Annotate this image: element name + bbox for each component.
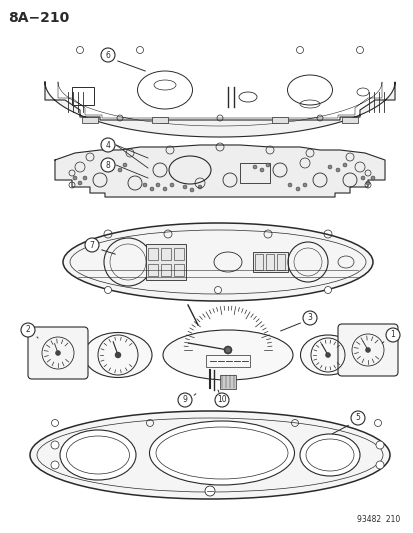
Text: 5: 5 bbox=[355, 414, 360, 423]
Polygon shape bbox=[55, 145, 384, 197]
Polygon shape bbox=[45, 82, 394, 137]
Text: 93482  210: 93482 210 bbox=[356, 515, 399, 524]
Text: 8: 8 bbox=[105, 160, 110, 169]
Bar bbox=[146, 244, 185, 280]
Circle shape bbox=[73, 176, 77, 180]
Circle shape bbox=[365, 181, 369, 185]
Text: 1: 1 bbox=[390, 330, 394, 340]
Ellipse shape bbox=[60, 430, 136, 480]
Circle shape bbox=[324, 287, 331, 294]
Bar bbox=[266, 254, 273, 270]
Ellipse shape bbox=[84, 333, 152, 377]
Text: 2: 2 bbox=[26, 326, 30, 335]
Circle shape bbox=[197, 185, 202, 189]
Circle shape bbox=[223, 346, 231, 354]
Circle shape bbox=[266, 163, 269, 167]
Circle shape bbox=[51, 441, 59, 449]
Text: 9: 9 bbox=[182, 395, 187, 405]
Ellipse shape bbox=[30, 411, 389, 499]
Bar bbox=[147, 248, 158, 260]
Circle shape bbox=[295, 187, 299, 191]
FancyBboxPatch shape bbox=[28, 327, 88, 379]
Circle shape bbox=[150, 187, 154, 191]
Ellipse shape bbox=[300, 335, 355, 375]
Bar bbox=[254, 254, 262, 270]
Ellipse shape bbox=[163, 330, 292, 380]
Circle shape bbox=[385, 328, 399, 342]
Circle shape bbox=[214, 393, 228, 407]
Circle shape bbox=[85, 238, 99, 252]
Bar bbox=[341, 117, 357, 123]
Bar bbox=[161, 248, 171, 260]
Circle shape bbox=[163, 187, 166, 191]
Bar bbox=[271, 117, 287, 123]
Text: 8A−210: 8A−210 bbox=[8, 11, 69, 25]
Ellipse shape bbox=[149, 421, 294, 485]
Circle shape bbox=[78, 181, 82, 185]
Circle shape bbox=[118, 168, 122, 172]
Text: 10: 10 bbox=[217, 395, 226, 405]
Circle shape bbox=[350, 411, 364, 425]
Circle shape bbox=[101, 48, 115, 62]
Circle shape bbox=[55, 351, 60, 356]
Circle shape bbox=[370, 176, 374, 180]
Circle shape bbox=[302, 311, 316, 325]
Circle shape bbox=[325, 352, 330, 358]
Bar bbox=[240, 163, 269, 183]
Circle shape bbox=[214, 287, 221, 294]
Circle shape bbox=[375, 461, 383, 469]
Bar bbox=[82, 117, 98, 123]
Circle shape bbox=[101, 138, 115, 152]
Bar bbox=[152, 117, 168, 123]
Bar bbox=[173, 264, 183, 276]
Circle shape bbox=[115, 352, 121, 358]
Circle shape bbox=[190, 188, 194, 192]
Ellipse shape bbox=[63, 223, 372, 301]
Circle shape bbox=[327, 165, 331, 169]
Bar bbox=[72, 87, 94, 105]
Circle shape bbox=[224, 347, 230, 353]
Circle shape bbox=[101, 158, 115, 172]
Circle shape bbox=[104, 287, 111, 294]
Circle shape bbox=[156, 183, 159, 187]
Circle shape bbox=[83, 176, 87, 180]
Circle shape bbox=[204, 486, 214, 496]
Circle shape bbox=[302, 183, 306, 187]
Circle shape bbox=[365, 348, 370, 352]
Bar bbox=[219, 375, 235, 389]
Circle shape bbox=[252, 165, 256, 169]
Circle shape bbox=[342, 163, 346, 167]
Bar bbox=[276, 254, 284, 270]
Circle shape bbox=[178, 393, 192, 407]
Circle shape bbox=[335, 168, 339, 172]
Circle shape bbox=[51, 461, 59, 469]
Bar bbox=[147, 264, 158, 276]
Circle shape bbox=[360, 176, 364, 180]
Circle shape bbox=[123, 163, 127, 167]
Text: 6: 6 bbox=[105, 51, 110, 60]
Text: 4: 4 bbox=[105, 141, 110, 149]
Circle shape bbox=[170, 183, 173, 187]
Bar bbox=[206, 355, 249, 367]
Ellipse shape bbox=[299, 434, 359, 476]
FancyBboxPatch shape bbox=[337, 324, 397, 376]
Circle shape bbox=[287, 183, 291, 187]
Text: 7: 7 bbox=[89, 240, 94, 249]
Circle shape bbox=[259, 168, 263, 172]
Bar bbox=[252, 252, 287, 272]
Text: 3: 3 bbox=[307, 313, 312, 322]
Circle shape bbox=[183, 185, 187, 189]
Circle shape bbox=[110, 165, 114, 169]
Circle shape bbox=[375, 441, 383, 449]
Circle shape bbox=[142, 183, 147, 187]
Circle shape bbox=[21, 323, 35, 337]
Bar bbox=[173, 248, 183, 260]
Bar bbox=[161, 264, 171, 276]
